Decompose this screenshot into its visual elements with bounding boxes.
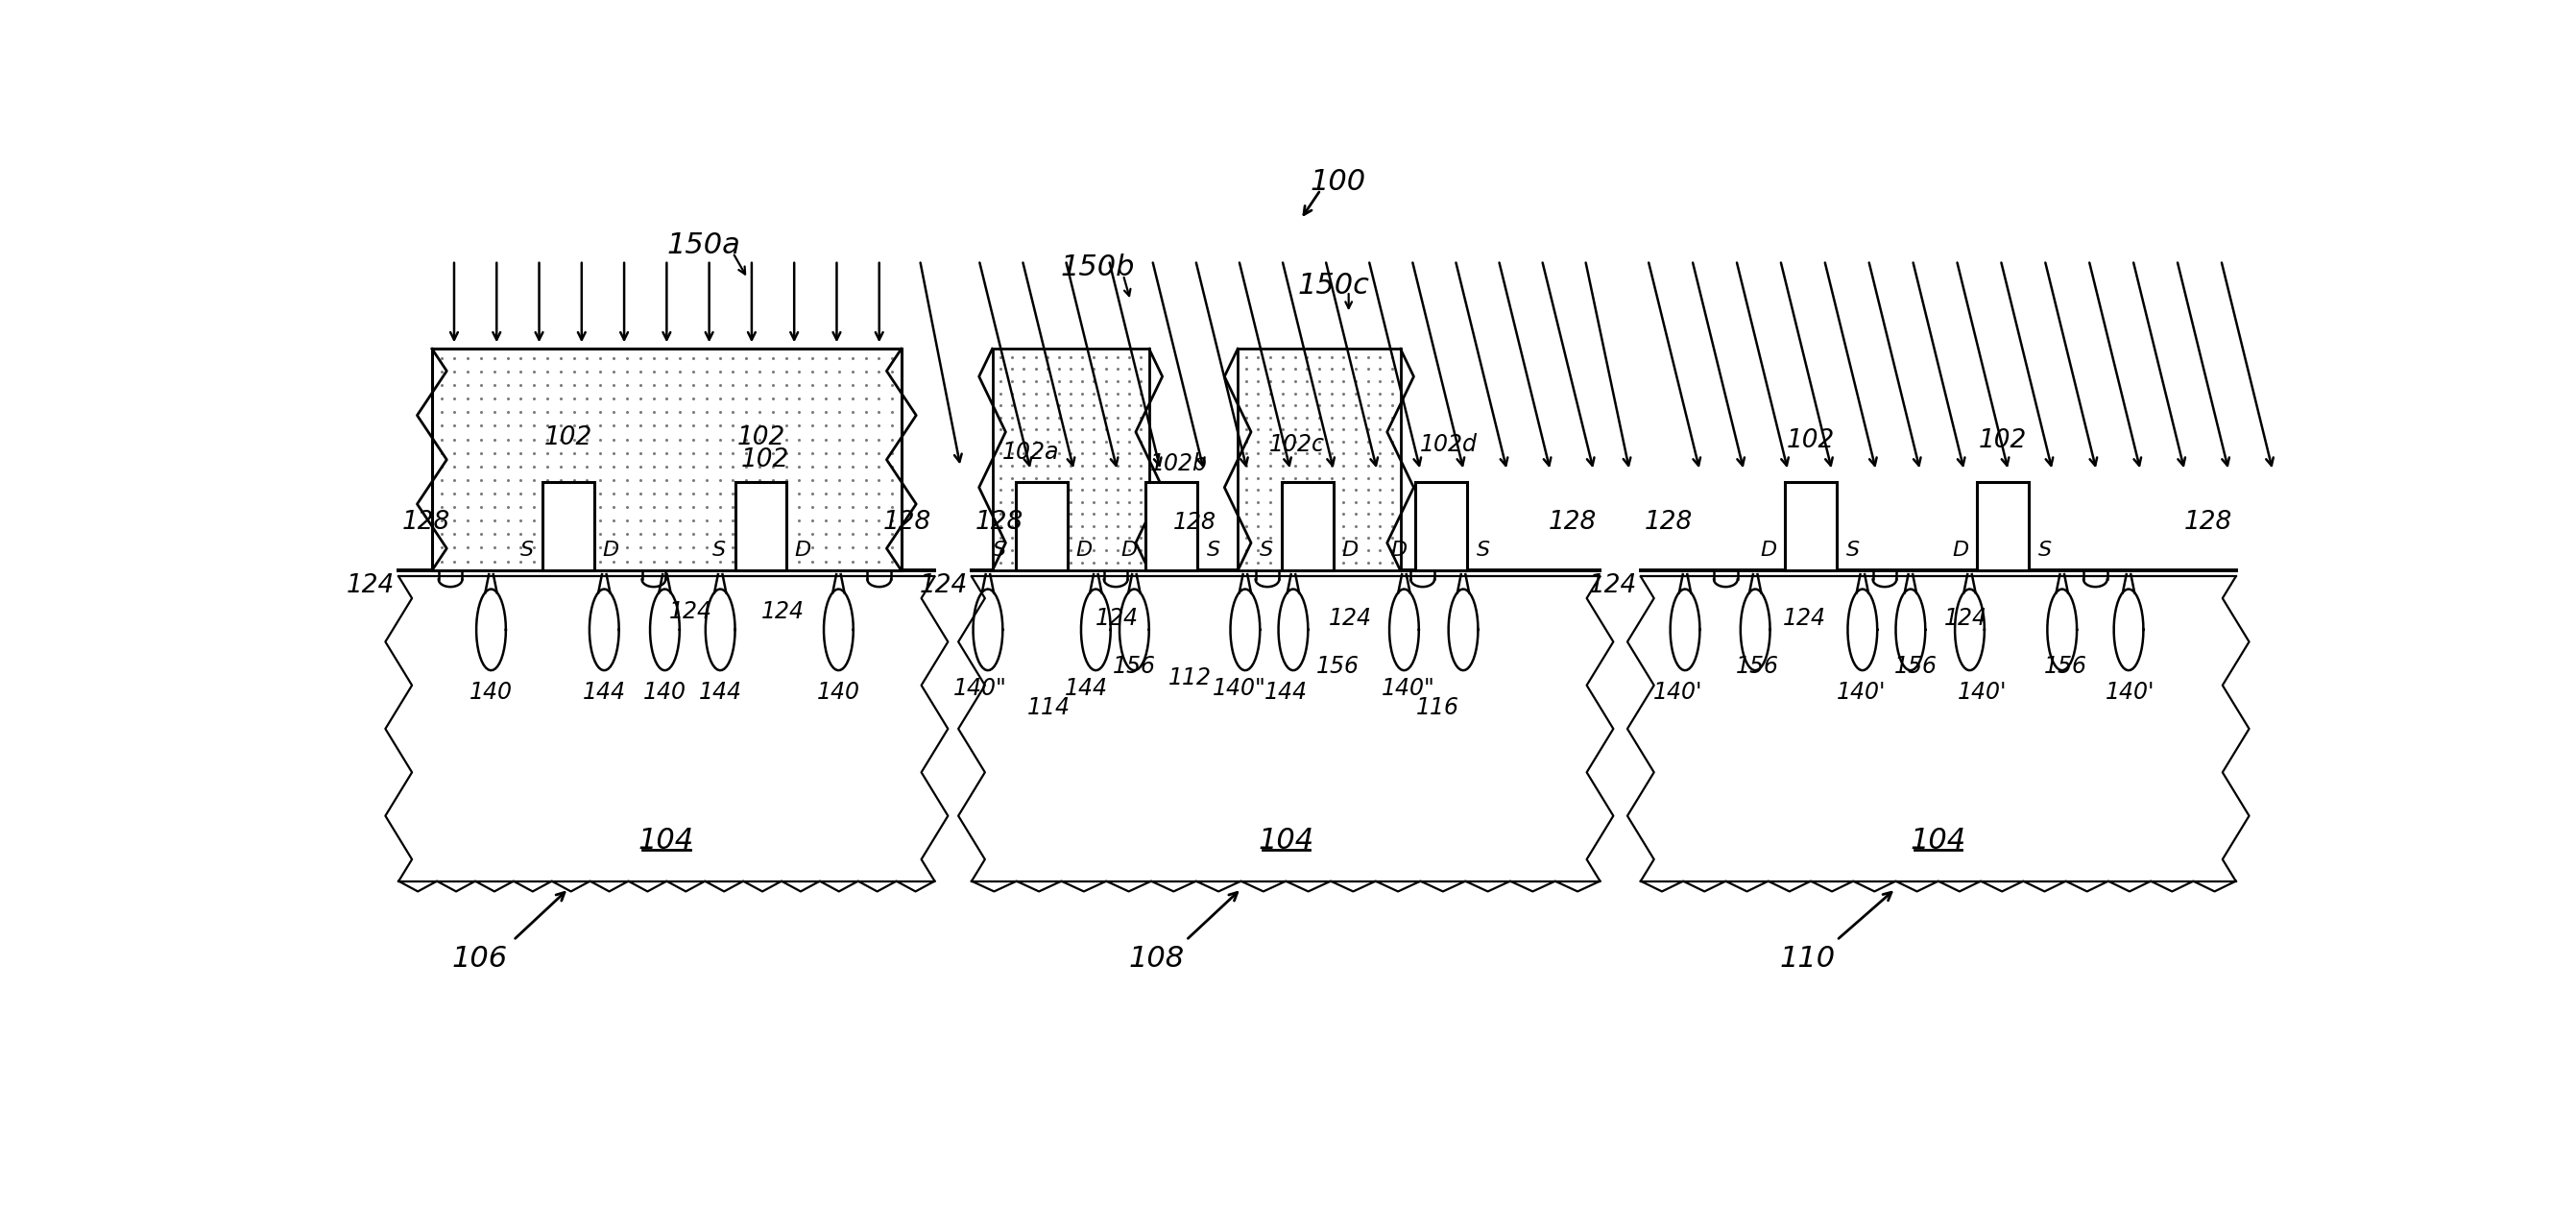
Text: 124: 124 bbox=[1095, 607, 1139, 631]
Text: 102: 102 bbox=[737, 425, 786, 450]
Bar bbox=[1239, 349, 1401, 570]
Text: D: D bbox=[1077, 540, 1092, 560]
Bar bbox=[1785, 482, 1837, 570]
Text: 140": 140" bbox=[1381, 678, 1435, 701]
Text: 140': 140' bbox=[2105, 681, 2154, 704]
Text: 128: 128 bbox=[1172, 511, 1216, 534]
Text: 150a: 150a bbox=[667, 232, 739, 259]
Text: 156: 156 bbox=[1113, 655, 1157, 678]
Text: 112: 112 bbox=[1167, 666, 1211, 690]
Text: 140: 140 bbox=[644, 681, 685, 704]
Text: 124: 124 bbox=[1589, 573, 1636, 598]
Bar bbox=[1283, 482, 1334, 570]
Text: 128: 128 bbox=[402, 510, 451, 535]
Text: 140': 140' bbox=[1837, 681, 1886, 704]
Text: 106: 106 bbox=[453, 944, 507, 973]
Text: 124: 124 bbox=[348, 573, 394, 598]
Bar bbox=[433, 349, 902, 570]
Text: 144: 144 bbox=[698, 681, 742, 704]
Text: 102d: 102d bbox=[1419, 433, 1476, 456]
Text: 102a: 102a bbox=[1002, 440, 1059, 464]
Text: D: D bbox=[1342, 540, 1358, 560]
Text: 102c: 102c bbox=[1270, 433, 1324, 456]
Text: 108: 108 bbox=[1128, 944, 1185, 973]
Text: 104: 104 bbox=[1909, 826, 1965, 854]
Text: S: S bbox=[711, 540, 726, 560]
Text: 128: 128 bbox=[884, 510, 930, 535]
Text: 102: 102 bbox=[1788, 428, 1834, 453]
Bar bbox=[734, 482, 786, 570]
Text: 140": 140" bbox=[1213, 678, 1265, 701]
Text: 110: 110 bbox=[1780, 944, 1834, 973]
Text: 128: 128 bbox=[1548, 510, 1597, 535]
Bar bbox=[1146, 482, 1198, 570]
Text: 140: 140 bbox=[469, 681, 513, 704]
Text: 114: 114 bbox=[1028, 696, 1072, 719]
Text: S: S bbox=[2038, 540, 2053, 560]
Text: S: S bbox=[992, 540, 1007, 560]
Text: 140": 140" bbox=[953, 678, 1007, 701]
Text: 150b: 150b bbox=[1061, 253, 1133, 281]
Bar bbox=[1015, 482, 1066, 570]
Text: 156: 156 bbox=[1736, 655, 1780, 678]
Text: S: S bbox=[520, 540, 533, 560]
Text: 124: 124 bbox=[1783, 607, 1826, 631]
Text: 116: 116 bbox=[1417, 696, 1458, 719]
Text: 102: 102 bbox=[544, 425, 592, 450]
Text: 156: 156 bbox=[2045, 655, 2087, 678]
Text: 156: 156 bbox=[1316, 655, 1360, 678]
Text: 144: 144 bbox=[1064, 678, 1108, 701]
Text: 128: 128 bbox=[1643, 510, 1692, 535]
Text: 100: 100 bbox=[1309, 169, 1365, 197]
Bar bbox=[1414, 482, 1466, 570]
Text: S: S bbox=[1206, 540, 1221, 560]
Text: 104: 104 bbox=[639, 826, 693, 854]
Text: 102: 102 bbox=[739, 447, 788, 473]
Text: 156: 156 bbox=[1893, 655, 1937, 678]
Text: 140: 140 bbox=[817, 681, 860, 704]
Text: 104: 104 bbox=[1257, 826, 1314, 854]
Text: D: D bbox=[1953, 540, 1968, 560]
Text: 128: 128 bbox=[976, 510, 1023, 535]
Bar bbox=[544, 482, 595, 570]
Text: 124: 124 bbox=[670, 599, 714, 622]
Text: 102b: 102b bbox=[1149, 452, 1208, 475]
Text: S: S bbox=[1260, 540, 1273, 560]
Text: 150c: 150c bbox=[1298, 273, 1370, 300]
Text: 124: 124 bbox=[1329, 607, 1373, 631]
Text: D: D bbox=[1759, 540, 1777, 560]
Text: 102: 102 bbox=[1978, 428, 2027, 453]
Text: 144: 144 bbox=[1265, 681, 1309, 704]
Text: D: D bbox=[1391, 540, 1406, 560]
Bar bbox=[992, 349, 1149, 570]
Text: 128: 128 bbox=[2184, 510, 2233, 535]
Text: 124: 124 bbox=[762, 599, 804, 622]
Text: D: D bbox=[1121, 540, 1139, 560]
Text: 124: 124 bbox=[920, 573, 969, 598]
Text: 144: 144 bbox=[582, 681, 626, 704]
Text: 140': 140' bbox=[1958, 681, 2007, 704]
Text: 124: 124 bbox=[1945, 607, 1989, 631]
Text: S: S bbox=[1847, 540, 1860, 560]
Text: S: S bbox=[1476, 540, 1489, 560]
Text: D: D bbox=[796, 540, 811, 560]
Text: D: D bbox=[603, 540, 618, 560]
Bar bbox=[1976, 482, 2030, 570]
Text: 140': 140' bbox=[1654, 681, 1703, 704]
